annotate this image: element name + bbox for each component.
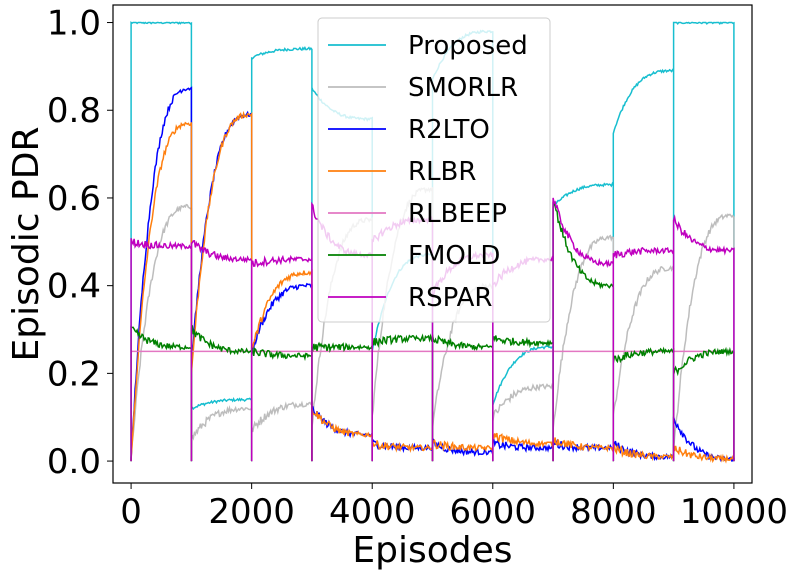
x-tick-label: 10000 [680, 492, 788, 532]
x-tick-label: 4000 [329, 492, 416, 532]
y-tick-label: 0.0 [47, 442, 101, 482]
series-line-proposed [130, 21, 735, 462]
legend-label-rlbr: RLBR [408, 157, 476, 187]
axis-ticks: 0 2000 4000 6000 8000 10000 0.0 0.2 0.4 0.6 0.8 1.0 [47, 4, 788, 532]
legend-label-r2lto: R2LTO [408, 115, 490, 145]
x-tick-label: 6000 [450, 492, 537, 532]
legend-label-rlbeep: RLBEEP [408, 199, 507, 229]
legend-label-fmold: FMOLD [408, 241, 500, 271]
legend-label-smorlr: SMORLR [408, 73, 518, 103]
x-tick-label: 0 [120, 492, 142, 532]
legend-box [317, 17, 551, 323]
series-line-rspar [130, 197, 735, 462]
y-tick-label: 0.6 [47, 179, 101, 219]
y-tick-label: 1.0 [47, 4, 101, 44]
y-tick-label: 0.4 [47, 267, 101, 307]
legend-label-proposed: Proposed [408, 31, 528, 61]
legend: Proposed SMORLR R2LTO RLBR RLBEEP FMOLD RSPAR [317, 17, 551, 323]
series-line-fmold [130, 201, 735, 462]
plot-frame [112, 4, 753, 484]
y-tick-label: 0.8 [47, 91, 101, 131]
series-lines [130, 21, 735, 464]
series-line-smorlr [130, 186, 735, 462]
x-tick-label: 2000 [208, 492, 295, 532]
x-tick-label: 8000 [570, 492, 657, 532]
y-tick-label: 0.2 [47, 354, 101, 394]
y-axis-label: Episodic PDR [6, 127, 47, 362]
legend-label-rspar: RSPAR [408, 283, 492, 313]
x-axis-label: Episodes [352, 530, 512, 571]
